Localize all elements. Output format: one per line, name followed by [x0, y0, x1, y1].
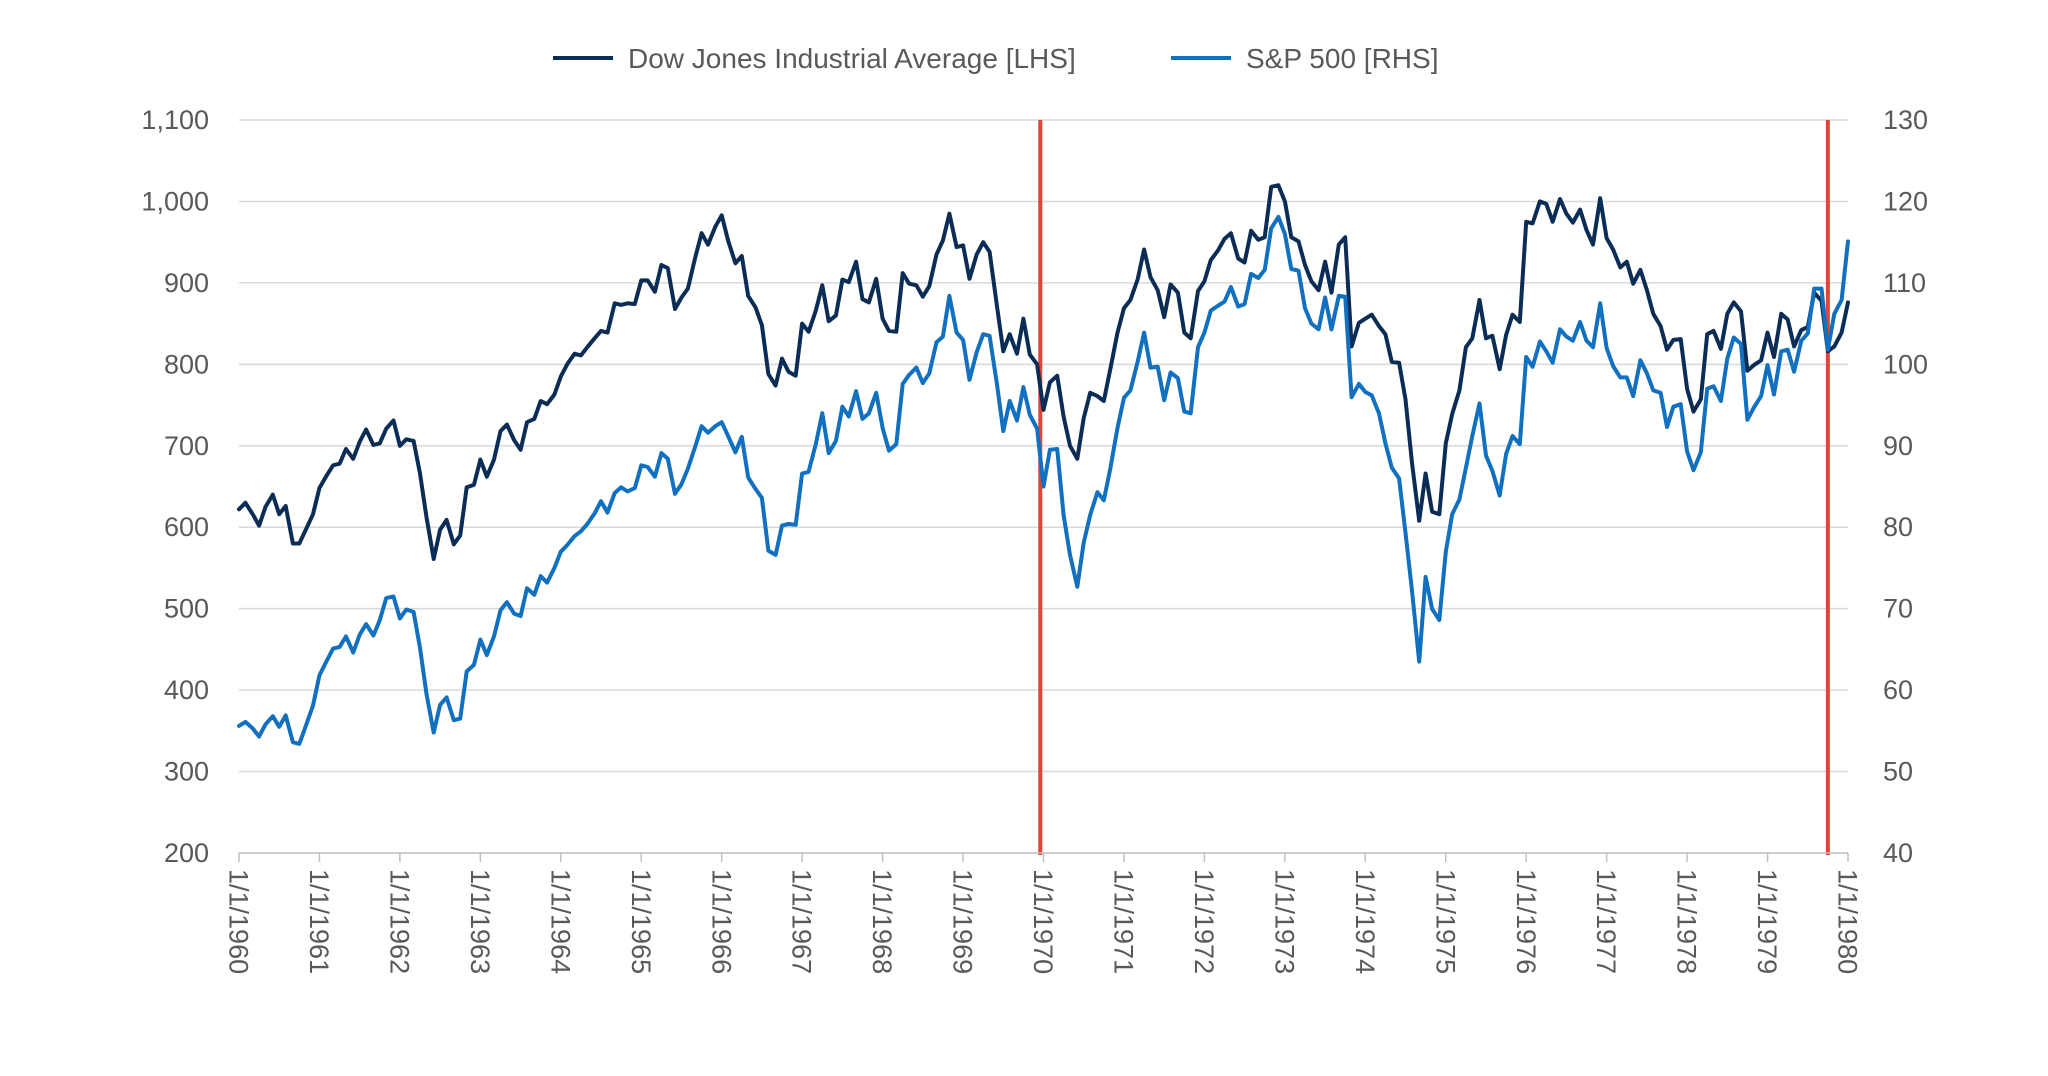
x-tick-label: 1/1/1978	[1672, 869, 1702, 974]
x-tick-label: 1/1/1960	[224, 869, 254, 974]
x-tick-label: 1/1/1969	[948, 869, 978, 974]
x-tick-label: 1/1/1972	[1189, 869, 1219, 974]
y-right-tick-label: 100	[1883, 349, 1928, 379]
y-right-tick-label: 60	[1883, 675, 1913, 705]
y-right-tick-label: 40	[1883, 838, 1913, 868]
series-lines	[237, 183, 1850, 746]
x-tick-label: 1/1/1971	[1109, 869, 1139, 974]
axes: 200 300 400 500 600 700 800 900 1,000 1,100 40 50 60…	[141, 105, 1928, 974]
x-tick-label: 1/1/1974	[1350, 869, 1380, 974]
x-tick-label: 1/1/1964	[545, 869, 575, 974]
vertical-markers	[1038, 120, 1830, 855]
y-left-tick-label: 800	[164, 349, 209, 379]
series-line-sp500	[237, 214, 1850, 746]
y-left-tick-label: 500	[164, 594, 209, 624]
y-right-tick-label: 120	[1883, 186, 1928, 216]
y-right-tick-label: 50	[1883, 757, 1913, 787]
x-tick-label: 1/1/1973	[1269, 869, 1299, 974]
x-tick-label: 1/1/1970	[1028, 869, 1058, 974]
x-tick-label: 1/1/1962	[384, 869, 414, 974]
series-line-dow	[237, 183, 1850, 561]
x-tick-label: 1/1/1977	[1591, 869, 1621, 974]
x-tick-label: 1/1/1980	[1833, 869, 1863, 974]
x-tick-label: 1/1/1976	[1511, 869, 1541, 974]
x-tick-label: 1/1/1979	[1752, 869, 1782, 974]
legend: Dow Jones Industrial Average [LHS] S&P 5…	[553, 43, 1438, 74]
y-right-tick-label: 80	[1883, 512, 1913, 542]
legend-label-sp500: S&P 500 [RHS]	[1246, 43, 1438, 74]
gridlines	[239, 119, 1848, 773]
y-right-tick-label: 130	[1883, 105, 1928, 135]
x-tick-label: 1/1/1968	[867, 869, 897, 974]
y-left-tick-label: 400	[164, 675, 209, 705]
y-left-tick-label: 700	[164, 431, 209, 461]
x-tick-label: 1/1/1965	[626, 869, 656, 974]
x-tick-label: 1/1/1967	[787, 869, 817, 974]
legend-label-dow: Dow Jones Industrial Average [LHS]	[628, 43, 1076, 74]
y-left-tick-label: 1,000	[141, 186, 209, 216]
x-tick-label: 1/1/1975	[1430, 869, 1460, 974]
y-left-tick-label: 200	[164, 838, 209, 868]
y-left-tick-label: 900	[164, 268, 209, 298]
x-tick-label: 1/1/1966	[706, 869, 736, 974]
y-right-tick-label: 90	[1883, 431, 1913, 461]
x-tick-label: 1/1/1961	[304, 869, 334, 974]
y-right-tick-label: 70	[1883, 594, 1913, 624]
x-tick-label: 1/1/1963	[465, 869, 495, 974]
y-left-tick-label: 600	[164, 512, 209, 542]
y-left-tick-label: 1,100	[141, 105, 209, 135]
y-right-tick-label: 110	[1883, 268, 1926, 298]
y-left-tick-label: 300	[164, 757, 209, 787]
